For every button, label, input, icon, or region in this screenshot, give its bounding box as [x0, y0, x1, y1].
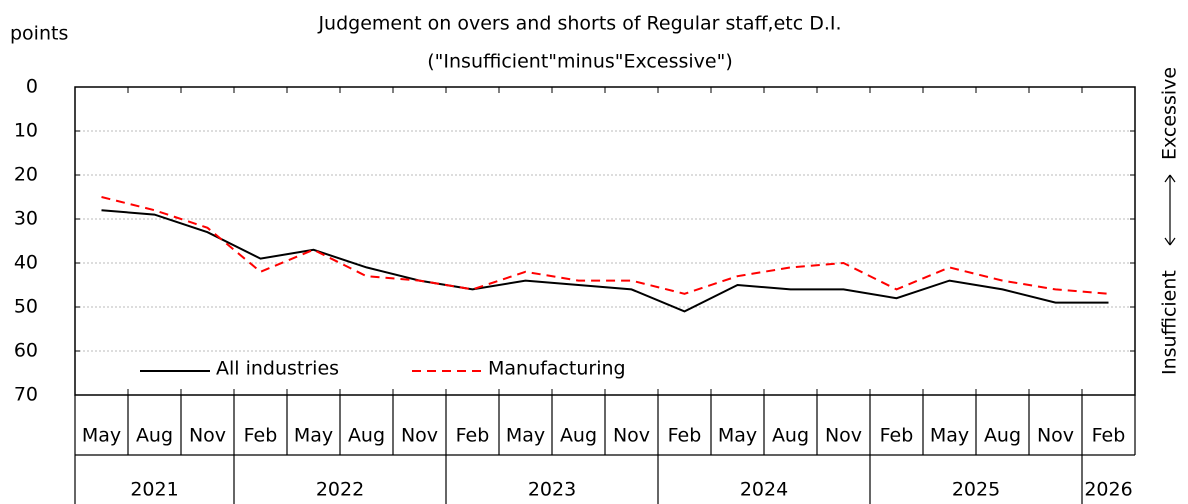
series-line [101, 196, 1109, 295]
x-tick-label: Nov [401, 425, 438, 447]
group-label: 2022 [316, 479, 364, 501]
group-label: 2024 [740, 479, 788, 501]
right-label-high: Excessive [1159, 67, 1181, 160]
legend-label: Manufacturing [488, 358, 626, 380]
y-tick-label: 40 [14, 252, 38, 274]
x-tick-label: Aug [348, 425, 385, 447]
x-tick-label: May [506, 425, 545, 447]
plot-frame [74, 86, 1136, 396]
y-axis-label: points [10, 23, 68, 45]
x-tick-label: Feb [668, 425, 702, 447]
x-tick-label: Aug [136, 425, 173, 447]
y-tick-label: 20 [14, 164, 38, 186]
x-tick-label: May [718, 425, 757, 447]
chart-subtitle: ("Insufficient"minus"Excessive") [427, 51, 732, 73]
x-tick-label: Nov [825, 425, 862, 447]
x-tick-label: Aug [772, 425, 809, 447]
y-tick-label: 60 [14, 340, 38, 362]
x-tick-label: Aug [984, 425, 1021, 447]
series-line [101, 209, 1109, 313]
y-tick-label: 70 [14, 384, 38, 406]
group-label: 2025 [952, 479, 1000, 501]
y-tick-label: 10 [14, 120, 38, 142]
legend-label: All industries [216, 358, 339, 380]
x-tick-label: Feb [244, 425, 278, 447]
right-label-group: Insufficient Excessive [1159, 67, 1181, 375]
arrow [1164, 174, 1176, 246]
group-label: 2021 [130, 479, 178, 501]
x-tick-label: Nov [613, 425, 650, 447]
x-tick-label: Feb [456, 425, 490, 447]
y-tick-label: 50 [14, 296, 38, 318]
right-label-low: Insufficient [1159, 270, 1181, 375]
y-tick-label: 0 [26, 76, 38, 98]
x-tick-label: May [82, 425, 121, 447]
x-tick-label: Nov [1037, 425, 1074, 447]
x-tick-label: Feb [1092, 425, 1126, 447]
chart-title: Judgement on overs and shorts of Regular… [317, 13, 841, 35]
x-tick-label: Nov [189, 425, 226, 447]
x-tick-label: Aug [560, 425, 597, 447]
y-tick-label: 30 [14, 208, 38, 230]
x-tick-label: May [294, 425, 333, 447]
group-label: 2026 [1084, 479, 1132, 501]
x-tick-label: Feb [880, 425, 914, 447]
group-label: 2023 [528, 479, 576, 501]
x-tick-label: May [930, 425, 969, 447]
